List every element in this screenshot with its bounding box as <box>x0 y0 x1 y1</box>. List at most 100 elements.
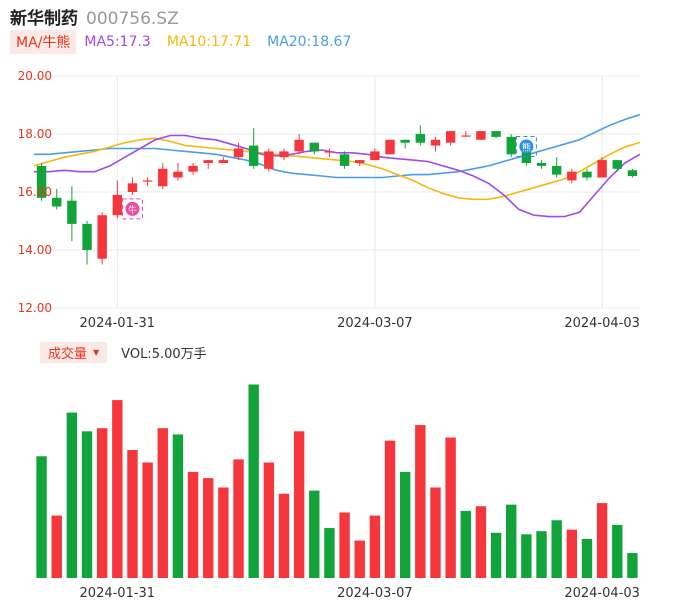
candle-body <box>309 142 319 152</box>
volume-bar <box>324 528 335 578</box>
candle-body <box>294 139 304 152</box>
volume-bar <box>506 504 517 578</box>
candle <box>309 142 319 155</box>
candle <box>52 189 62 210</box>
volume-bar <box>596 503 608 578</box>
volume-bar <box>415 425 426 578</box>
ma20-line <box>34 113 641 179</box>
volume-bar <box>218 487 229 578</box>
candle <box>279 148 289 161</box>
price-tick-label: 20.00 <box>18 69 52 83</box>
candle-body <box>173 171 183 178</box>
volume-bar <box>445 437 456 578</box>
candle <box>567 168 577 184</box>
volume-bar <box>96 428 108 578</box>
volume-selector-button[interactable]: 成交量 ▼ <box>40 341 108 363</box>
candle-body <box>521 151 532 163</box>
signal-frame <box>515 136 537 157</box>
volume-bar <box>187 471 199 578</box>
volume-bar <box>263 462 275 578</box>
volume-bar <box>233 459 244 578</box>
candle <box>597 157 607 178</box>
candle <box>339 151 350 169</box>
candle-body <box>551 165 562 175</box>
candle-body <box>627 170 638 177</box>
candle-body <box>324 151 335 153</box>
candle <box>36 163 47 201</box>
signal-dot <box>125 201 140 216</box>
candlestick-series <box>36 125 638 265</box>
ma-indicator-bar: MA/牛熊 MA5:17.3 MA10:17.71 MA20:18.67 <box>10 30 367 54</box>
candle <box>385 139 395 155</box>
candle-body <box>112 194 123 216</box>
volume-bar <box>248 384 259 578</box>
volume-bar <box>460 510 471 578</box>
volume-bar <box>354 540 365 578</box>
candle-body <box>188 165 198 172</box>
bear-signal-icon: 熊 <box>515 136 537 157</box>
candle-body <box>339 154 350 166</box>
caret-down-icon: ▼ <box>93 347 100 357</box>
candle-body <box>385 139 395 155</box>
candle-body <box>506 136 516 155</box>
candle <box>415 125 426 146</box>
candle <box>536 160 547 169</box>
volume-bar <box>66 412 78 578</box>
volume-bar <box>581 538 593 578</box>
volume-date-tick-label: 2024-04-03 <box>564 586 640 601</box>
candle <box>445 131 456 146</box>
volume-bar <box>278 493 290 578</box>
candle-body <box>142 180 153 182</box>
date-tick-label: 2024-03-07 <box>337 316 413 331</box>
candle <box>491 131 501 139</box>
volume-date-tick-label: 2024-01-31 <box>80 586 156 601</box>
candle-body <box>52 197 62 207</box>
signal-markers: 牛熊 <box>121 136 537 220</box>
price-tick-label: 12.00 <box>18 301 52 315</box>
candle-body <box>476 131 486 140</box>
volume-date-axis: 2024-01-31 2024-03-07 2024-04-03 <box>80 586 640 601</box>
ma5-legend: MA5:17.3 <box>84 34 151 50</box>
candle-body <box>491 131 501 137</box>
candle <box>188 163 198 175</box>
volume-bar <box>430 487 441 578</box>
candle-body <box>597 160 607 178</box>
ma20-legend: MA20:18.67 <box>267 34 352 50</box>
volume-bar <box>309 490 320 578</box>
volume-bar <box>612 524 623 578</box>
candle <box>324 148 335 158</box>
candle <box>112 180 123 219</box>
candle <box>582 168 592 181</box>
candle-body <box>36 165 47 198</box>
candle-body <box>461 135 471 137</box>
bull-signal-icon: 牛 <box>121 198 143 220</box>
candle <box>248 128 259 169</box>
candle <box>158 163 168 190</box>
volume-bar <box>172 434 184 578</box>
ma-selector-button[interactable]: MA/牛熊 <box>10 30 77 54</box>
volume-bar <box>384 440 396 578</box>
candle-body <box>233 148 244 158</box>
candle <box>127 177 138 195</box>
candle <box>218 157 229 163</box>
candle <box>294 134 304 155</box>
ma10-legend: MA10:17.71 <box>166 34 252 50</box>
candle-body <box>279 151 289 158</box>
candle <box>82 221 92 265</box>
moving-average-lines <box>33 113 641 218</box>
stock-code: 000756.SZ <box>86 9 179 29</box>
volume-selector-label: 成交量 <box>48 346 88 362</box>
candle-body <box>567 171 577 181</box>
candle-body <box>97 215 107 259</box>
price-axis: 20.00 18.00 16.00 14.00 12.00 <box>18 69 52 315</box>
candle-body <box>370 151 380 161</box>
candle-body <box>67 200 77 224</box>
volume-bar <box>51 515 62 578</box>
volume-bar <box>490 532 502 578</box>
signal-label: 熊 <box>522 142 531 154</box>
volume-series <box>36 384 638 578</box>
signal-frame <box>121 198 143 220</box>
volume-bar <box>112 400 123 578</box>
candle <box>370 148 380 161</box>
